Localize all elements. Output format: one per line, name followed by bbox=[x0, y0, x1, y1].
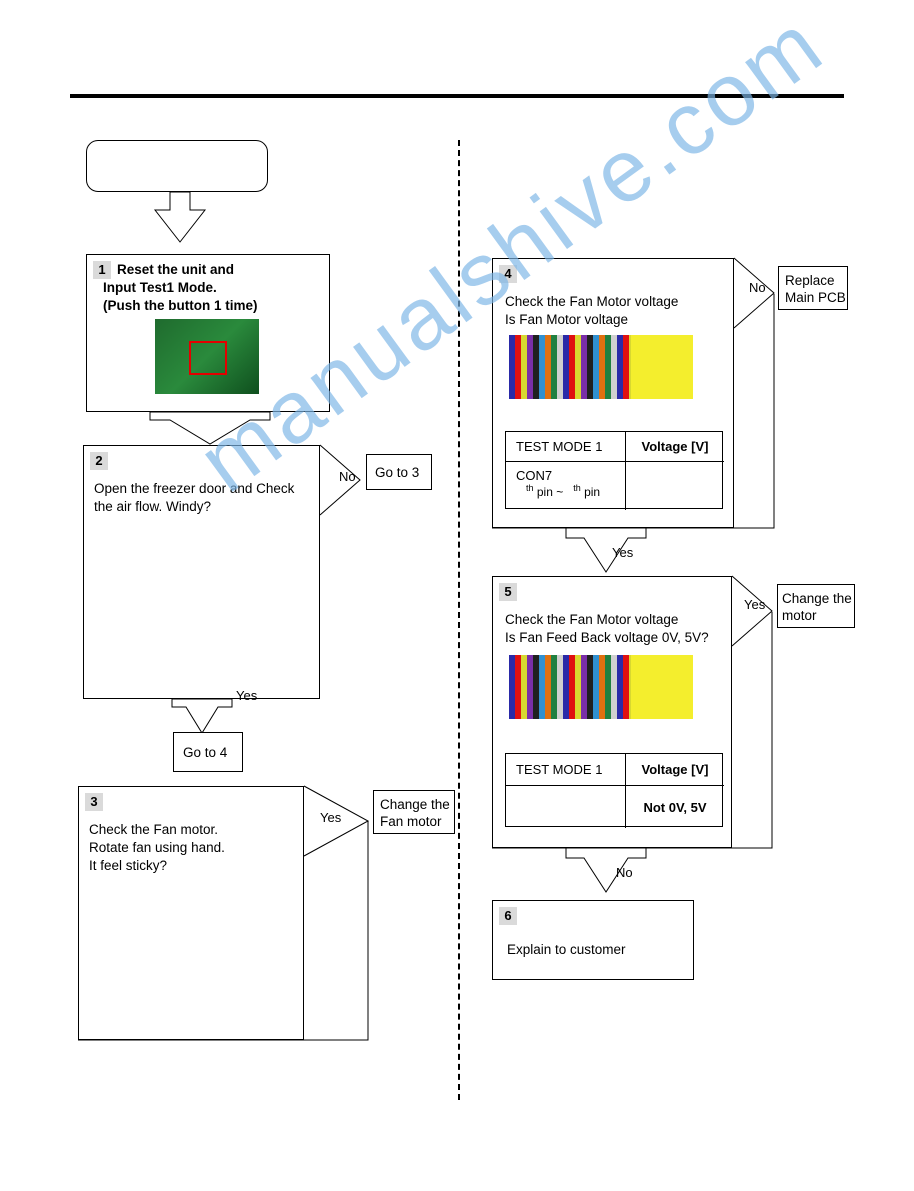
step-4-con7: CON7 bbox=[516, 468, 552, 483]
step-1-badge: 1 bbox=[93, 261, 111, 279]
step-4-pins: th pin ~ th pin bbox=[516, 485, 600, 499]
arrow-start-to-1 bbox=[150, 192, 210, 252]
step-1-line2: Input Test1 Mode. bbox=[103, 279, 217, 297]
step-5-yes-target: Change the motor bbox=[777, 584, 855, 628]
step-5-th1: TEST MODE 1 bbox=[506, 754, 626, 786]
step-2-box: 2 Open the freezer door and Check the ai… bbox=[83, 445, 320, 699]
arrow-2-yes-down bbox=[172, 699, 232, 735]
step-4-no-target-line2: Main PCB bbox=[785, 289, 846, 307]
step-2-line2: the air flow. Windy? bbox=[94, 498, 211, 516]
step-3-line2: Rotate fan using hand. bbox=[89, 839, 225, 857]
step-5-td2: Not 0V, 5V bbox=[626, 786, 724, 828]
step-3-right-elbow bbox=[304, 820, 374, 1042]
step-1-line3: (Push the button 1 time) bbox=[103, 297, 258, 315]
step-4-box: 4 Check the Fan Motor voltage Is Fan Mot… bbox=[492, 258, 734, 528]
step-1-box: 1 Reset the unit and Input Test1 Mode. (… bbox=[86, 254, 330, 412]
step-5-ribbon-image bbox=[509, 655, 693, 719]
step-4-table: TEST MODE 1 Voltage [V] CON7 th pin ~ th… bbox=[505, 431, 723, 509]
step-3-line3: It feel sticky? bbox=[89, 857, 167, 875]
step-4-line1: Check the Fan Motor voltage bbox=[505, 293, 678, 311]
step-5-yes-label: Yes bbox=[744, 597, 765, 612]
top-rule bbox=[70, 94, 844, 98]
ribbon-highlight-icon-2 bbox=[631, 655, 693, 719]
step-4-right-elbow bbox=[734, 292, 778, 530]
step-5-badge: 5 bbox=[499, 583, 517, 601]
step-4-badge: 4 bbox=[499, 265, 517, 283]
arrow-5-to-6 bbox=[566, 848, 646, 896]
step-2-no-target: Go to 3 bbox=[366, 454, 432, 490]
step-2-no-target-text: Go to 3 bbox=[375, 464, 419, 482]
step-3-line1: Check the Fan motor. bbox=[89, 821, 218, 839]
page: manualshive.com 1 Reset the unit and Inp… bbox=[0, 0, 914, 1191]
step-4-yes-label: Yes bbox=[612, 545, 633, 560]
step-5-yes-target-line1: Change the bbox=[782, 590, 852, 608]
step-2-yes-target-text: Go to 4 bbox=[183, 744, 227, 762]
step-3-yes-target-line2: Fan motor bbox=[380, 813, 442, 831]
step-5-line2: Is Fan Feed Back voltage 0V, 5V? bbox=[505, 629, 709, 647]
arrow-4-to-5 bbox=[566, 528, 646, 576]
ribbon-stripes-icon bbox=[509, 335, 631, 399]
step-3-yes-target: Change the Fan motor bbox=[373, 790, 455, 834]
step-2-yes-label: Yes bbox=[236, 688, 257, 703]
step-1-line1: Reset the unit and bbox=[117, 261, 234, 279]
step-4-th1: TEST MODE 1 bbox=[506, 432, 626, 462]
step-2-yes-target: Go to 4 bbox=[173, 732, 243, 772]
step-4-th2: Voltage [V] bbox=[626, 432, 724, 462]
step-5-yes-target-line2: motor bbox=[782, 607, 817, 625]
start-terminator bbox=[86, 140, 268, 192]
step-4-no-target: Replace Main PCB bbox=[778, 266, 848, 310]
step-6-box: 6 Explain to customer bbox=[492, 900, 694, 980]
step-2-no-label: No bbox=[339, 469, 356, 484]
step-3-badge: 3 bbox=[85, 793, 103, 811]
step-4-td1: CON7 th pin ~ th pin bbox=[506, 462, 626, 510]
step-2-line1: Open the freezer door and Check bbox=[94, 480, 294, 498]
step-6-badge: 6 bbox=[499, 907, 517, 925]
arrow-1-to-2 bbox=[150, 412, 270, 446]
step-4-line2: Is Fan Motor voltage bbox=[505, 311, 628, 329]
step-4-no-target-line1: Replace bbox=[785, 272, 835, 290]
step-4-td2 bbox=[626, 462, 724, 510]
step-1-pcb-image bbox=[155, 319, 259, 394]
step-3-box: 3 Check the Fan motor. Rotate fan using … bbox=[78, 786, 304, 1040]
ribbon-highlight-icon bbox=[631, 335, 693, 399]
step-5-td1 bbox=[506, 786, 626, 828]
step-4-no-label: No bbox=[749, 280, 766, 295]
step-5-th2: Voltage [V] bbox=[626, 754, 724, 786]
step-4-ribbon-image bbox=[509, 335, 693, 399]
step-5-right-elbow bbox=[732, 610, 776, 850]
step-3-yes-label: Yes bbox=[320, 810, 341, 825]
step-6-text: Explain to customer bbox=[507, 941, 626, 959]
step-5-no-label: No bbox=[616, 865, 633, 880]
step-3-yes-target-line1: Change the bbox=[380, 796, 450, 814]
vertical-dashed-divider bbox=[458, 140, 460, 1100]
step-2-badge: 2 bbox=[90, 452, 108, 470]
step-5-line1: Check the Fan Motor voltage bbox=[505, 611, 678, 629]
step-5-table: TEST MODE 1 Voltage [V] Not 0V, 5V bbox=[505, 753, 723, 827]
step-5-box: 5 Check the Fan Motor voltage Is Fan Fee… bbox=[492, 576, 732, 848]
ribbon-stripes-icon-2 bbox=[509, 655, 631, 719]
